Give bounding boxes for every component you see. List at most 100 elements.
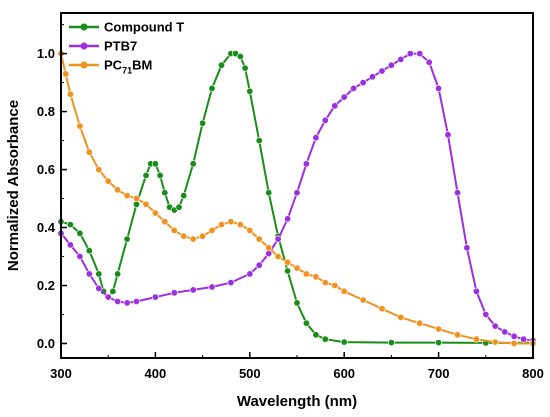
x-tick-label: 500 — [239, 366, 261, 381]
data-point — [378, 67, 386, 75]
x-tick-label: 600 — [333, 366, 355, 381]
data-point — [180, 232, 188, 240]
data-point — [180, 192, 188, 200]
data-point — [114, 270, 122, 278]
data-point — [397, 55, 405, 63]
data-point — [520, 335, 528, 343]
x-tick-label: 300 — [50, 366, 72, 381]
data-point — [331, 281, 339, 289]
data-point — [416, 319, 424, 327]
legend-marker — [80, 42, 88, 50]
data-point — [368, 73, 376, 81]
data-point — [453, 189, 461, 197]
data-point — [435, 84, 443, 92]
data-point — [340, 287, 348, 295]
data-point — [312, 273, 320, 281]
data-point — [199, 119, 207, 127]
data-point — [123, 192, 131, 200]
x-tick-label: 400 — [145, 366, 167, 381]
series-1 — [57, 50, 537, 345]
data-point — [95, 166, 103, 174]
data-point — [76, 122, 84, 130]
data-point — [491, 322, 499, 330]
legend-marker — [80, 23, 88, 31]
data-point — [76, 229, 84, 237]
data-point — [175, 203, 183, 211]
data-point — [284, 267, 292, 275]
data-point — [397, 313, 405, 321]
data-point — [472, 287, 480, 295]
data-point — [133, 195, 141, 203]
data-point — [66, 221, 74, 229]
data-point — [246, 270, 254, 278]
data-point — [142, 171, 150, 179]
data-point — [236, 52, 244, 60]
data-point — [123, 235, 131, 243]
data-point — [218, 61, 226, 69]
data-point — [66, 241, 74, 249]
data-point — [265, 244, 273, 252]
data-point — [151, 209, 159, 217]
series-0 — [57, 50, 537, 347]
data-point — [350, 84, 358, 92]
data-point — [133, 200, 141, 208]
data-point — [491, 338, 499, 346]
data-point — [482, 310, 490, 318]
data-point — [199, 232, 207, 240]
data-point — [321, 335, 329, 343]
data-point — [293, 299, 301, 307]
y-tick-label: 0.0 — [37, 336, 55, 351]
series-2 — [57, 50, 537, 347]
y-tick-label: 1.0 — [37, 46, 55, 61]
data-point — [321, 279, 329, 287]
data-point — [246, 226, 254, 234]
data-point — [142, 200, 150, 208]
data-point — [293, 189, 301, 197]
data-point — [170, 226, 178, 234]
y-tick-label: 0.8 — [37, 104, 55, 119]
data-point — [189, 235, 197, 243]
data-point — [104, 293, 112, 301]
data-point — [85, 270, 93, 278]
data-point — [227, 218, 235, 226]
data-point — [331, 102, 339, 110]
data-point — [156, 171, 164, 179]
data-point — [161, 218, 169, 226]
data-point — [241, 64, 249, 72]
data-point — [95, 270, 103, 278]
legend-item: Compound T — [69, 20, 184, 35]
data-point — [510, 339, 518, 347]
data-point — [472, 335, 480, 343]
legend: Compound T PTB7 PC71BM — [69, 20, 184, 76]
data-point — [284, 215, 292, 223]
y-tick-label: 0.2 — [37, 278, 55, 293]
data-point — [170, 289, 178, 297]
data-point — [246, 87, 254, 95]
data-point — [85, 148, 93, 156]
data-point — [255, 235, 263, 243]
data-point — [312, 331, 320, 339]
data-point — [218, 221, 226, 229]
data-point — [359, 79, 367, 87]
data-point — [208, 84, 216, 92]
data-point — [293, 264, 301, 272]
data-point — [95, 284, 103, 292]
data-point — [151, 293, 159, 301]
data-point — [255, 261, 263, 269]
data-point — [161, 189, 169, 197]
data-point — [406, 50, 414, 58]
data-point — [435, 339, 443, 347]
data-point — [340, 93, 348, 101]
data-point — [501, 328, 509, 336]
data-point — [378, 305, 386, 313]
series-layer — [57, 50, 537, 347]
data-point — [265, 189, 273, 197]
data-point — [104, 177, 112, 185]
data-point — [151, 160, 159, 168]
data-point — [340, 338, 348, 346]
data-point — [109, 287, 117, 295]
x-axis-title: Wavelength (nm) — [237, 393, 357, 410]
data-point — [312, 134, 320, 142]
data-point — [66, 90, 74, 98]
data-point — [302, 160, 310, 168]
